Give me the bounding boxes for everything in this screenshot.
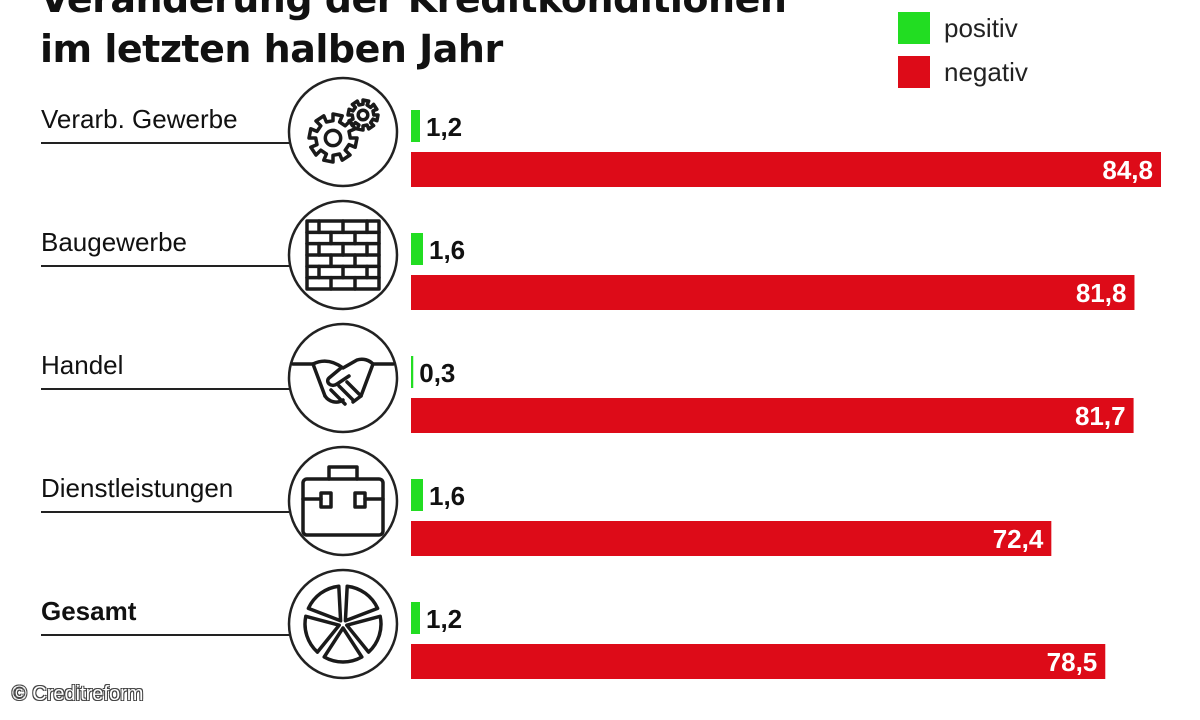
- category-label: Baugewerbe: [41, 227, 187, 257]
- legend-label-negativ: negativ: [944, 56, 1028, 87]
- legend-swatch-negativ: [898, 56, 930, 88]
- icon-circle: [287, 76, 399, 188]
- category-row: Verarb. Gewerbe 1,2 84,8: [41, 76, 1161, 188]
- bar-positiv: [411, 602, 420, 634]
- value-label-positiv: 1,2: [426, 112, 462, 142]
- bar-negativ: [411, 521, 1052, 556]
- category-label: Gesamt: [41, 596, 137, 626]
- legend-item-negativ: negativ: [898, 50, 1028, 94]
- category-row: Baugewerbe 1,6 81,8: [41, 199, 1135, 311]
- bar-positiv: [411, 356, 414, 388]
- category-row: Gesamt 1,2 78,5: [41, 568, 1106, 680]
- value-label-positiv: 1,2: [426, 604, 462, 634]
- bar-negativ: [411, 152, 1161, 187]
- bar-negativ: [411, 275, 1135, 310]
- source-credit: © Creditreform: [12, 683, 144, 705]
- handshake-icon: [291, 357, 395, 406]
- legend-label-positiv: positiv: [944, 12, 1018, 43]
- value-label-positiv: 1,6: [429, 481, 465, 511]
- bar-negativ: [411, 644, 1106, 679]
- chart-title: Veränderung der Kreditkonditionen im let…: [40, 0, 787, 71]
- value-label-positiv: 1,6: [429, 235, 465, 265]
- briefcase-icon: [301, 465, 385, 537]
- bar-positiv: [411, 479, 423, 511]
- category-label: Dienstleistungen: [41, 473, 233, 503]
- value-label-negativ: 72,4: [993, 524, 1044, 554]
- value-label-negativ: 84,8: [1102, 155, 1153, 185]
- bar-negativ: [411, 398, 1134, 433]
- category-label: Handel: [41, 350, 123, 380]
- value-label-negativ: 81,7: [1075, 401, 1126, 431]
- value-label-positiv: 0,3: [419, 358, 455, 388]
- gears-icon: [307, 98, 380, 164]
- value-label-negativ: 78,5: [1047, 647, 1098, 677]
- bar-positiv: [411, 110, 420, 142]
- category-label: Verarb. Gewerbe: [41, 104, 238, 134]
- bar-positiv: [411, 233, 423, 265]
- brick-wall-icon: [305, 219, 381, 291]
- category-row: Dienstleistungen 1,6 72,4: [41, 445, 1052, 557]
- category-row: Handel 0,3 81,7: [41, 322, 1134, 434]
- legend-swatch-positiv: [898, 12, 930, 44]
- value-label-negativ: 81,8: [1076, 278, 1127, 308]
- icon-circle: [287, 445, 399, 557]
- legend: positiv negativ: [898, 6, 1028, 94]
- pie-icon: [303, 584, 383, 664]
- legend-item-positiv: positiv: [898, 6, 1028, 50]
